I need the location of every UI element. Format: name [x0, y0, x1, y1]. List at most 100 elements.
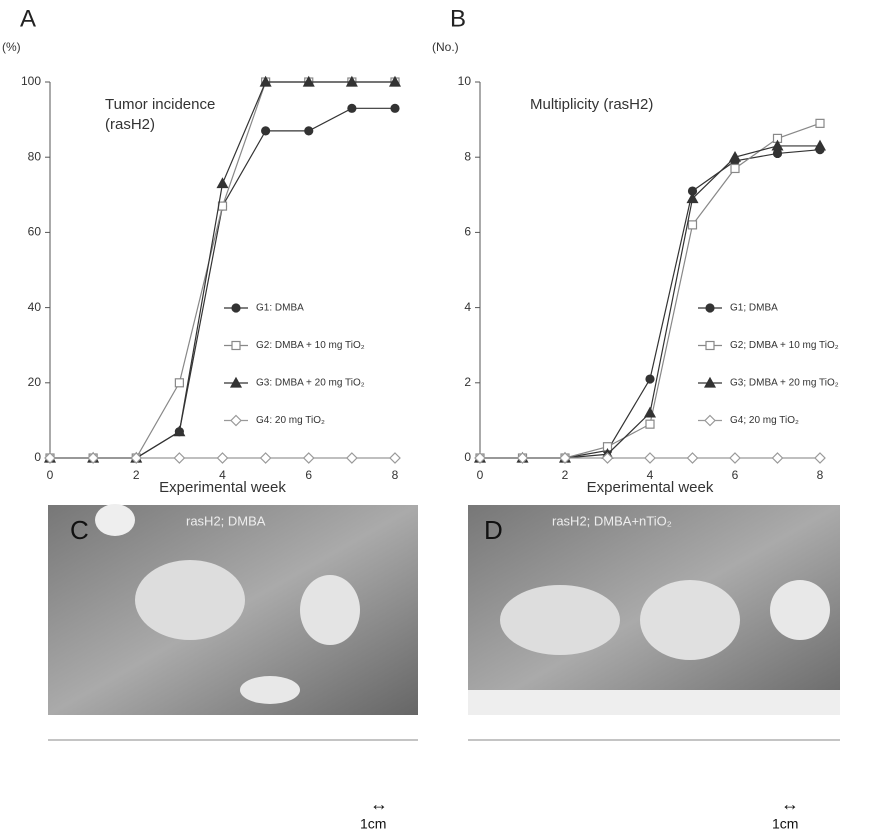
marker [559, 452, 571, 464]
marker [389, 452, 401, 464]
legend-marker [704, 414, 716, 427]
marker [346, 452, 358, 464]
y-tick-label: 4 [464, 300, 471, 314]
x-tick-label: 0 [47, 468, 54, 482]
marker [302, 452, 315, 464]
y-tick-label: 2 [464, 375, 471, 389]
marker [645, 374, 655, 384]
legend-marker [705, 303, 715, 313]
y-tick-label: 20 [28, 375, 42, 389]
x-tick-label: 4 [219, 468, 226, 482]
y-tick-label: 100 [21, 74, 41, 88]
legend-label: G2; DMBA + 10 mg TiO₂ [730, 340, 839, 351]
marker [261, 126, 271, 136]
x-tick-label: 2 [562, 468, 569, 482]
marker [815, 118, 825, 128]
marker [130, 452, 143, 464]
marker [813, 139, 827, 151]
y-tick-label: 10 [458, 74, 472, 88]
tumor [640, 580, 740, 660]
marker [771, 139, 784, 151]
x-tick-label: 8 [817, 468, 824, 482]
marker [174, 378, 184, 388]
x-axis-label: Experimental week [159, 479, 286, 496]
tumor [240, 676, 300, 704]
y-tick-label: 80 [28, 149, 42, 163]
marker [347, 103, 357, 113]
marker [217, 201, 228, 211]
legend-label: G4; 20 mg TiO₂ [730, 415, 799, 426]
marker [645, 419, 655, 429]
marker [173, 452, 186, 464]
panel-label: C [70, 515, 89, 545]
chart-title: (rasH2) [105, 116, 155, 133]
marker [644, 452, 656, 464]
photo-d: D rasH2; DMBA+nTiO₂ ↔ 1cm [468, 505, 840, 831]
legend-label: G2: DMBA + 10 mg TiO₂ [256, 340, 365, 351]
panel-label: D [484, 515, 503, 545]
chart-title: Multiplicity (rasH2) [530, 96, 653, 113]
photo-caption: rasH2; DMBA [186, 513, 266, 528]
marker [304, 126, 314, 136]
legend-marker [231, 303, 241, 313]
marker [772, 148, 783, 159]
legend-marker [705, 340, 715, 351]
x-tick-label: 0 [477, 468, 484, 482]
y-unit: (%) [2, 40, 21, 54]
y-tick-label: 8 [464, 149, 471, 163]
legend-label: G3: DMBA + 20 mg TiO₂ [256, 378, 365, 389]
y-tick-label: 0 [34, 450, 41, 464]
marker [388, 75, 402, 87]
marker [729, 452, 741, 464]
legend-label: G3; DMBA + 20 mg TiO₂ [730, 378, 839, 389]
series-line [50, 107, 395, 459]
marker [601, 452, 614, 464]
tumor [770, 580, 830, 640]
tumor [500, 585, 620, 655]
marker [730, 163, 740, 174]
legend-marker [230, 414, 242, 427]
marker [516, 452, 529, 464]
y-unit: (No.) [432, 40, 459, 54]
marker [173, 425, 186, 437]
marker [771, 452, 784, 464]
y-tick-label: 0 [464, 450, 471, 464]
legend-label: G1: DMBA [256, 303, 304, 314]
series-line [50, 81, 395, 459]
marker [686, 452, 699, 464]
y-tick-label: 40 [28, 300, 42, 314]
legend-marker [229, 376, 243, 388]
legend-label: G4: 20 mg TiO₂ [256, 415, 325, 426]
legend-marker [703, 376, 717, 388]
marker [302, 75, 315, 87]
marker [474, 452, 486, 464]
panel-label: A [20, 5, 36, 32]
marker [687, 220, 698, 230]
chart-title: Tumor incidence [105, 96, 215, 113]
scale-label: 1cm [360, 816, 386, 831]
background [468, 690, 840, 715]
scale-label: 1cm [772, 816, 798, 831]
marker [728, 150, 742, 162]
marker [216, 177, 229, 189]
tumor [95, 504, 135, 536]
legend-marker [231, 340, 241, 351]
legend-label: G1; DMBA [730, 303, 778, 314]
x-tick-label: 8 [392, 468, 399, 482]
marker [390, 103, 400, 113]
x-tick-label: 2 [133, 468, 140, 482]
marker [259, 75, 272, 87]
marker [686, 192, 699, 204]
marker [259, 452, 272, 464]
scale-arrow: ↔ [370, 794, 388, 814]
chart: B (No.) Multiplicity (rasH2) 0 2 4 6 8 10 0 2 4 6 8 Ex… [432, 5, 839, 496]
x-tick-label: 6 [305, 468, 312, 482]
x-tick-label: 4 [647, 468, 654, 482]
marker [345, 75, 358, 87]
x-axis-label: Experimental week [587, 479, 714, 496]
tumor [300, 575, 360, 645]
series-line [50, 81, 395, 459]
x-tick-label: 6 [732, 468, 739, 482]
photo-c: C rasH2; DMBA ↔ 1cm [48, 504, 418, 831]
